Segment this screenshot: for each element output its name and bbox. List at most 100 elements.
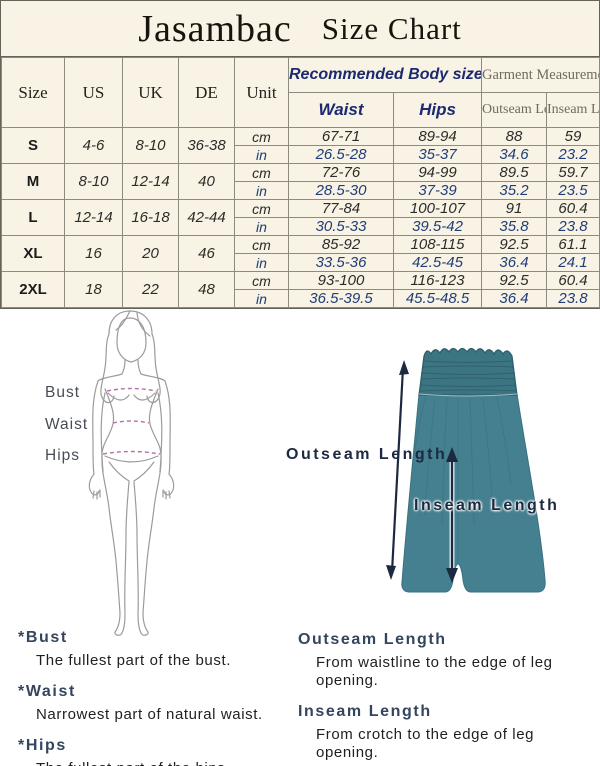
col-header-hips: Hips: [392, 92, 483, 128]
table-header-row-2: Waist Hips Outseam Length Inseam Length: [2, 92, 600, 128]
cell-size: XL: [1, 235, 65, 272]
size-chart-panel: Jasambac Size Chart Size US UK DE Unit R…: [0, 0, 600, 309]
cell-us: 18: [64, 271, 123, 308]
cell-hips: 108-115: [392, 235, 483, 254]
cell-inseam: 60.4: [546, 271, 600, 290]
cell-outseam: 88: [481, 127, 548, 146]
hips-dashed-line: [102, 450, 161, 455]
cell-unit: cm: [234, 235, 289, 254]
cell-inseam: 23.8: [546, 217, 600, 236]
table-row: XL 16 20 46 cm 85-92 108-115 92.5 61.1: [1, 235, 600, 272]
cell-uk: 8-10: [122, 127, 179, 164]
inseam-definition-desc: From crotch to the edge of leg opening.: [316, 726, 535, 761]
col-header-us: US: [64, 57, 123, 128]
cell-inseam: 59: [546, 127, 600, 146]
hips-label: Hips: [45, 447, 81, 464]
cell-waist: 30.5-33: [288, 217, 394, 236]
bust-dashed-line: [106, 387, 157, 392]
cell-waist: 67-71: [288, 127, 394, 146]
table-row: in 26.5-28 35-37 34.6 23.2: [2, 145, 600, 164]
cell-unit: in: [234, 145, 289, 164]
cell-us: 8-10: [64, 163, 123, 200]
inseam-arrow: [446, 447, 458, 583]
cell-size: L: [1, 199, 65, 236]
page-title: Size Chart: [321, 10, 462, 46]
cell-outseam: 92.5: [481, 235, 548, 254]
cell-inseam: 59.7: [546, 163, 600, 182]
col-header-inseam: Inseam Length: [546, 92, 600, 128]
cell-outseam: 92.5: [481, 271, 548, 290]
table-row: in 36.5-39.5 45.5-48.5 36.4 23.8: [2, 289, 600, 308]
cell-hips: 39.5-42: [392, 217, 483, 236]
cell-waist: 33.5-36: [288, 253, 394, 272]
cell-size: M: [1, 163, 65, 200]
table-row: S 4-6 8-10 36-38 cm 67-71 89-94 88 59: [1, 127, 600, 164]
female-figure-sketch: [88, 310, 175, 636]
cell-outseam: 35.8: [481, 217, 548, 236]
cell-de: 40: [178, 163, 235, 200]
brand-name: Jasambac: [138, 7, 292, 50]
brand-header: Jasambac Size Chart: [1, 1, 599, 57]
cell-inseam: 23.8: [546, 289, 600, 308]
cell-inseam: 23.5: [546, 181, 600, 200]
waist-definition-term: *Waist: [18, 683, 76, 700]
cell-uk: 16-18: [122, 199, 179, 236]
bust-definition-term: *Bust: [18, 629, 68, 646]
outseam-length-figure-label: Outseam Length: [286, 446, 448, 463]
cell-hips: 42.5-45: [392, 253, 483, 272]
bust-label: Bust: [45, 384, 81, 401]
cell-outseam: 91: [481, 199, 548, 218]
cell-waist: 36.5-39.5: [288, 289, 394, 308]
cell-outseam: 89.5: [481, 163, 548, 182]
cell-hips: 35-37: [392, 145, 483, 164]
cell-unit: in: [234, 253, 289, 272]
cell-hips: 116-123: [392, 271, 483, 290]
cell-hips: 89-94: [392, 127, 483, 146]
cell-waist: 72-76: [288, 163, 394, 182]
pants-illustration: [401, 347, 546, 593]
outseam-definition-term: Outseam Length: [298, 631, 447, 648]
hips-definition-desc: The fullest part of the hips.: [36, 760, 290, 766]
table-row: M 8-10 12-14 40 cm 72-76 94-99 89.5 59.7: [1, 163, 600, 200]
col-header-size: Size: [1, 57, 65, 128]
cell-waist: 85-92: [288, 235, 394, 254]
col-group-body-size: Recommended Body size: [287, 57, 483, 93]
cell-unit: cm: [234, 127, 289, 146]
cell-waist: 26.5-28: [288, 145, 394, 164]
cell-de: 36-38: [178, 127, 235, 164]
table-header-row-1: Size US UK DE Unit Recommended Body size…: [1, 57, 600, 128]
waist-definition-desc: Narrowest part of natural waist.: [36, 706, 263, 723]
cell-unit: cm: [234, 163, 289, 182]
cell-size: 2XL: [1, 271, 65, 308]
size-table: Size US UK DE Unit Recommended Body size…: [1, 57, 600, 308]
inseam-definition-term: Inseam Length: [298, 703, 432, 720]
cell-hips: 45.5-48.5: [392, 289, 483, 308]
cell-outseam: 36.4: [481, 253, 548, 272]
cell-inseam: 24.1: [546, 253, 600, 272]
cell-unit: cm: [234, 271, 289, 290]
cell-uk: 22: [122, 271, 179, 308]
outseam-arrow: [386, 360, 409, 580]
cell-hips: 94-99: [392, 163, 483, 182]
cell-outseam: 36.4: [481, 289, 548, 308]
table-row: 2XL 18 22 48 cm 93-100 116-123 92.5 60.4: [1, 271, 600, 308]
cell-uk: 12-14: [122, 163, 179, 200]
cell-unit: cm: [234, 199, 289, 218]
cell-inseam: 23.2: [546, 145, 600, 164]
col-header-waist: Waist: [288, 92, 394, 128]
cell-de: 48: [178, 271, 235, 308]
cell-waist: 93-100: [288, 271, 394, 290]
outseam-definition-desc: From waistline to the edge of leg openin…: [316, 654, 553, 689]
cell-unit: in: [234, 289, 289, 308]
cell-waist: 28.5-30: [288, 181, 394, 200]
cell-inseam: 60.4: [546, 199, 600, 218]
cell-unit: in: [234, 181, 289, 200]
col-header-unit: Unit: [234, 57, 289, 128]
garment-measure-definitions: Outseam Length From waistline to the edg…: [298, 631, 583, 766]
bust-definition-desc: The fullest part of the bust.: [36, 652, 231, 669]
cell-hips: 37-39: [392, 181, 483, 200]
waist-dashed-line: [112, 420, 150, 424]
col-header-de: DE: [178, 57, 235, 128]
cell-hips: 100-107: [392, 199, 483, 218]
